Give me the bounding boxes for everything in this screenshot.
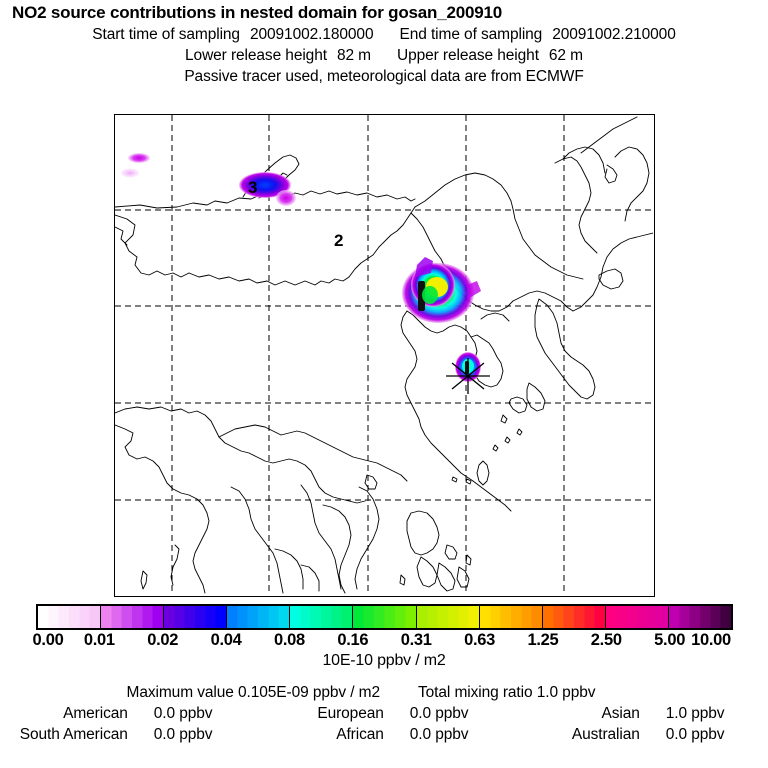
footer-summary: Maximum value 0.105E-09 ppbv / m2 Total … (0, 684, 768, 747)
receptor-star-icon (446, 358, 490, 394)
end-time-value: 20091002.210000 (552, 26, 676, 43)
domain-label-2: 2 (334, 231, 343, 250)
colorbar-tick-3: 0.04 (210, 631, 242, 649)
colorbar-segment-2 (164, 606, 228, 628)
upper-release-value: 62 m (548, 47, 583, 64)
max-value-label: Maximum value (126, 684, 234, 701)
map-plot-area: 3 2 (114, 114, 655, 597)
region-value-south-american: 0.0 ppbv (153, 726, 213, 743)
lower-release-value: 82 m (336, 47, 371, 64)
plume-nw-upper (128, 153, 150, 163)
colorbar-tick-10: 5.00 (654, 631, 686, 649)
plume-nw-lower (121, 168, 139, 178)
header-block: NO2 source contributions in nested domai… (0, 0, 768, 86)
total-ratio-group: Total mixing ratio 1.0 ppbv (380, 684, 688, 702)
release-height-line: Lower release height 82 m Upper release he… (0, 47, 768, 65)
plume-north-3 (239, 172, 291, 198)
sampling-time-line: Start time of sampling 20091002.180000 End… (0, 26, 768, 44)
total-ratio-label: Total mixing ratio (418, 684, 533, 701)
colorbar-segment-6 (416, 606, 480, 628)
region-value-african: 0.0 ppbv (409, 726, 469, 743)
tracer-note: Passive tracer used, meteorological data… (184, 68, 584, 85)
total-ratio-value: 1.0 ppbv (536, 684, 596, 701)
colorbar-segment-7 (479, 606, 543, 628)
footer-row-regions-2: South American 0.0 ppbv African 0.0 ppbv A… (0, 726, 768, 744)
max-value: 0.105E-09 ppbv / m2 (238, 684, 380, 701)
colorbar (36, 604, 733, 630)
plume-main-bohai (402, 257, 481, 323)
colorbar-segment-8 (542, 606, 606, 628)
plume-north-3-patch (276, 190, 296, 206)
domain-label-3: 3 (248, 178, 257, 197)
colorbar-tick-6: 0.31 (400, 631, 432, 649)
region-name-australian: Australian (571, 726, 640, 743)
map-canvas: 3 2 (115, 115, 653, 595)
colorbar-tick-1: 0.01 (83, 631, 115, 649)
footer-row-regions-1: American 0.0 ppbv European 0.0 ppbv Asian 1… (0, 705, 768, 723)
start-time-label: Start time of sampling (92, 26, 240, 43)
colorbar-tick-5: 0.16 (337, 631, 369, 649)
region-name-south-american: South American (19, 726, 128, 743)
colorbar-segment-4 (290, 606, 354, 628)
colorbar-tick-9: 2.50 (590, 631, 622, 649)
colorbar-unit-label: 10E-10 ppbv / m2 (322, 652, 446, 669)
colorbar-tick-4: 0.08 (273, 631, 305, 649)
region-value-asian: 1.0 ppbv (665, 705, 725, 722)
region-name-european: European (317, 705, 384, 722)
colorbar-segment-3 (227, 606, 291, 628)
lower-release-label: Lower release height (185, 47, 327, 64)
colorbar-segment-0 (38, 606, 102, 628)
colorbar-segment-10 (668, 606, 732, 628)
colorbar-segment-9 (605, 606, 669, 628)
max-value-group: Maximum value 0.105E-09 ppbv / m2 (80, 684, 381, 702)
region-value-european: 0.0 ppbv (409, 705, 469, 722)
end-time-label: End time of sampling (399, 26, 543, 43)
colorbar-tick-0: 0.00 (32, 631, 64, 649)
region-name-american: American (63, 705, 128, 722)
colorbar-tick-11: 10.00 (691, 631, 731, 649)
colorbar-tick-7: 0.63 (464, 631, 495, 649)
map-coastlines (115, 116, 653, 594)
colorbar-tick-8: 1.25 (527, 631, 559, 649)
region-value-australian: 0.0 ppbv (665, 726, 725, 743)
page-title: NO2 source contributions in nested domai… (12, 3, 503, 22)
start-time-value: 20091002.180000 (249, 26, 374, 43)
colorbar-segment-5 (353, 606, 417, 628)
colorbar-segment-1 (101, 606, 165, 628)
colorbar-tick-labels: 0.00 0.01 0.02 0.04 0.08 0.16 0.31 0.63 1.25 2.50… (0, 631, 768, 653)
region-name-african: African (336, 726, 384, 743)
upper-release-label: Upper release height (397, 47, 539, 64)
footer-row-max: Maximum value 0.105E-09 ppbv / m2 Total … (0, 684, 768, 702)
concentration-field (121, 153, 481, 382)
colorbar-tick-2: 0.02 (147, 631, 179, 649)
region-name-asian: Asian (601, 705, 640, 722)
map-gridlines (115, 115, 653, 595)
region-value-american: 0.0 ppbv (153, 705, 213, 722)
